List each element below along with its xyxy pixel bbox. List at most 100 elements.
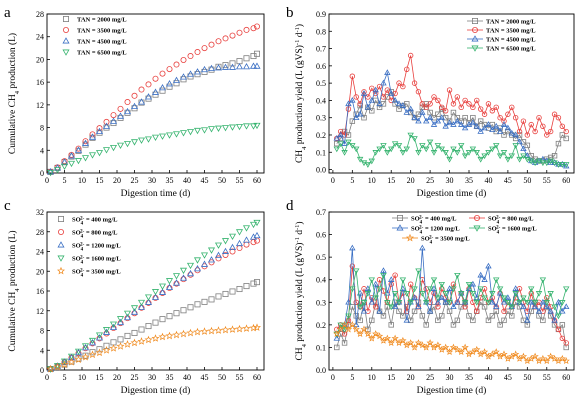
- data-point: [207, 256, 216, 263]
- x-tick-label: 50: [523, 373, 531, 382]
- data-point: [539, 354, 547, 362]
- data-point: [151, 334, 160, 342]
- data-point: [415, 303, 422, 310]
- legend-marker: [57, 266, 65, 275]
- data-point: [535, 291, 543, 297]
- data-point: [151, 293, 160, 300]
- data-point: [547, 307, 554, 314]
- x-tick-label: 0: [331, 176, 335, 185]
- y-axis-label: Cumulative CH4 production (L): [7, 33, 21, 154]
- data-point: [201, 45, 208, 52]
- data-point: [454, 94, 461, 100]
- data-point: [415, 117, 422, 124]
- data-point: [333, 146, 340, 153]
- data-point: [242, 236, 251, 243]
- x-tick-label: 5: [350, 176, 354, 185]
- data-point: [442, 108, 449, 114]
- y-tick-label: 28: [36, 228, 44, 237]
- x-tick-label: 40: [183, 176, 191, 185]
- data-point: [180, 307, 187, 314]
- data-point: [130, 139, 139, 146]
- data-point: [333, 334, 340, 341]
- data-point: [253, 279, 260, 286]
- panel-b-chart: 0 5 10 15 20 25 30 35 40 45 50 55 60 0.0 0.1 0.2 0.3 0.4 0…: [294, 10, 575, 199]
- data-point: [88, 133, 97, 140]
- legend-item: TAN = 2000 mg/L: [467, 17, 536, 26]
- data-point: [137, 137, 146, 144]
- data-point: [349, 263, 356, 269]
- data-point: [496, 128, 504, 134]
- data-point: [547, 128, 554, 135]
- data-point: [194, 49, 201, 56]
- data-point: [481, 276, 488, 282]
- legend-label: TAN = 2000 mg/L: [486, 19, 536, 26]
- data-point: [368, 334, 376, 342]
- data-point: [95, 332, 104, 339]
- data-point: [194, 301, 201, 308]
- data-point: [485, 150, 492, 156]
- legend-label: TAN = 3500 mg/L: [486, 28, 536, 35]
- data-point: [550, 354, 559, 362]
- data-point: [235, 123, 244, 131]
- data-point: [504, 354, 512, 362]
- data-point: [504, 300, 512, 306]
- data-point: [426, 339, 434, 347]
- data-point: [361, 114, 367, 121]
- y-tick-label: 0.3: [316, 114, 326, 123]
- data-point: [384, 87, 391, 93]
- legend-marker: [58, 228, 65, 235]
- data-point: [60, 358, 69, 365]
- data-point: [250, 25, 257, 32]
- data-point: [426, 307, 434, 314]
- data-point: [357, 317, 363, 324]
- data-point: [434, 341, 442, 349]
- data-point: [95, 127, 104, 135]
- data-point: [481, 295, 488, 302]
- legend-label: SO42- = 3500 mg/L: [421, 235, 470, 245]
- data-point: [474, 97, 480, 104]
- data-point: [477, 350, 485, 358]
- data-point: [388, 146, 395, 153]
- legend-item: SO42- = 400 mg/L: [58, 215, 118, 226]
- data-point: [365, 94, 371, 100]
- data-point: [500, 121, 508, 127]
- data-point: [450, 121, 457, 127]
- data-point: [489, 126, 496, 133]
- data-point: [419, 291, 426, 297]
- data-point: [426, 286, 434, 293]
- data-point: [364, 162, 372, 168]
- data-point: [337, 325, 344, 332]
- data-point: [415, 150, 422, 156]
- legend-marker: [471, 17, 478, 24]
- data-point: [214, 251, 223, 258]
- data-point: [469, 119, 477, 126]
- data-point: [173, 61, 180, 68]
- data-point: [512, 143, 519, 149]
- data-point: [253, 62, 261, 69]
- data-point: [539, 277, 547, 284]
- data-point: [249, 221, 258, 229]
- data-point: [95, 334, 104, 341]
- data-point: [532, 128, 538, 135]
- data-point: [200, 327, 209, 335]
- data-point: [186, 269, 195, 277]
- data-point: [228, 63, 237, 70]
- x-tick-label: 60: [562, 373, 570, 382]
- data-point: [419, 244, 426, 251]
- data-point: [539, 160, 547, 167]
- data-point: [345, 313, 352, 320]
- legend-label: TAN = 6500 mg/L: [77, 50, 127, 57]
- data-point: [559, 132, 566, 138]
- data-point: [527, 354, 535, 362]
- data-point: [469, 291, 477, 297]
- data-point: [500, 295, 508, 302]
- x-tick-label: 25: [426, 373, 434, 382]
- data-point: [46, 364, 55, 373]
- data-point: [555, 313, 562, 320]
- data-point: [88, 337, 97, 345]
- data-point: [137, 337, 146, 345]
- data-point: [68, 153, 75, 160]
